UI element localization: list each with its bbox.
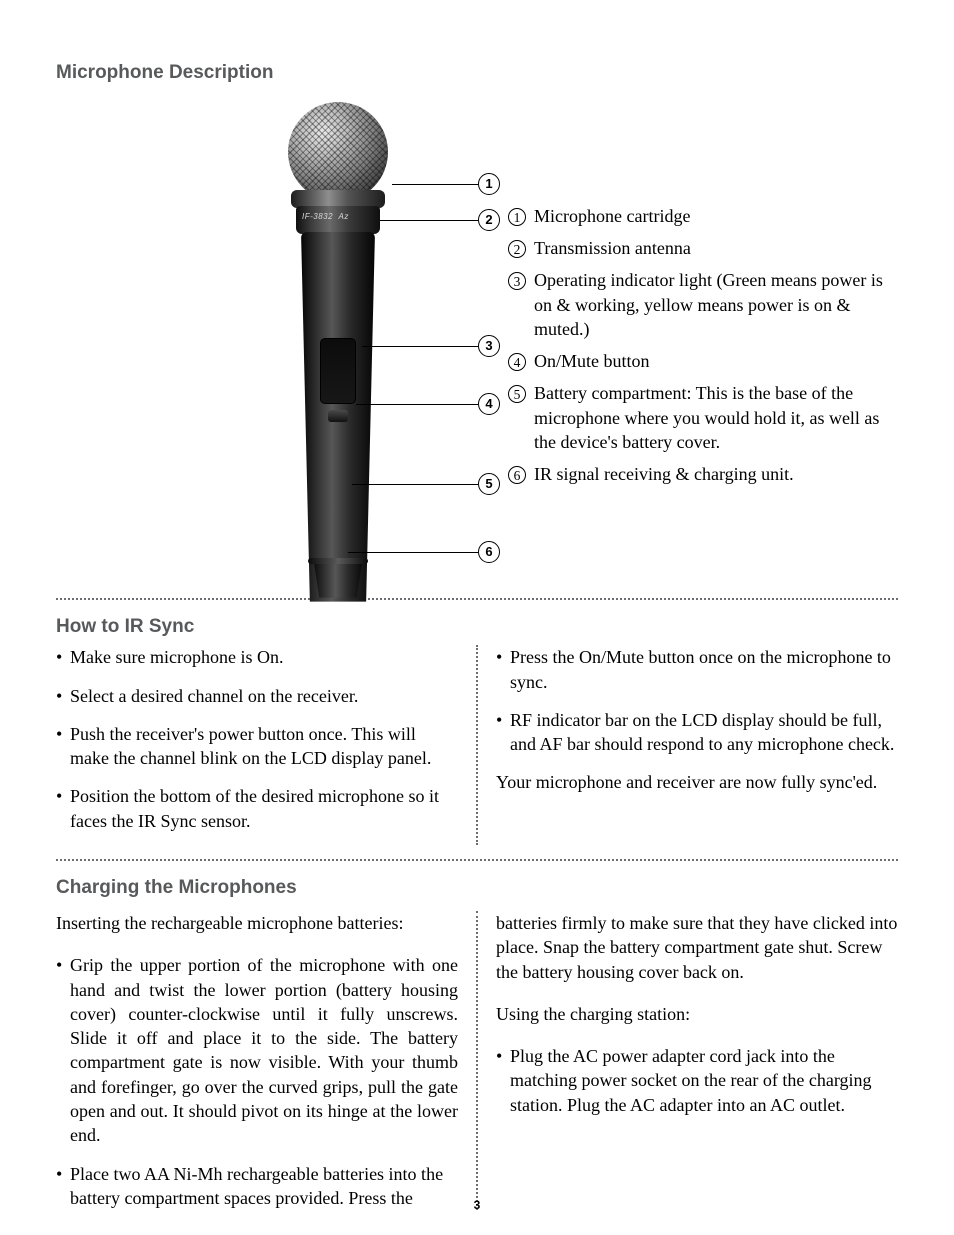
legend-number: 3 — [506, 268, 528, 341]
bullet-text: Select a desired channel on the receiver… — [70, 684, 458, 708]
legend-text: Operating indicator light (Green means p… — [528, 268, 898, 341]
closing-text: Your microphone and receiver are now ful… — [496, 770, 898, 794]
bullet-item: •Position the bottom of the desired micr… — [56, 784, 458, 833]
bullet-dot: • — [56, 1162, 70, 1211]
mic-diagram-column: IF-3832 Az 1 2 3 4 — [56, 92, 466, 592]
callout-line — [362, 346, 478, 347]
bullet-text: Grip the upper portion of the microphone… — [70, 953, 458, 1147]
legend-item: 4 On/Mute button — [506, 349, 898, 373]
callout-line — [348, 552, 478, 553]
heading-ir-sync: How to IR Sync — [56, 614, 898, 640]
callout-line — [356, 404, 478, 405]
legend-item: 6 IR signal receiving & charging unit. — [506, 462, 898, 486]
bullet-text: Plug the AC power adapter cord jack into… — [510, 1044, 898, 1117]
callout-number: 5 — [478, 473, 500, 495]
bullet-item: •Press the On/Mute button once on the mi… — [496, 645, 898, 694]
callout-number: 4 — [478, 393, 500, 415]
legend-item: 5 Battery compartment: This is the base … — [506, 381, 898, 454]
legend-item: 3 Operating indicator light (Green means… — [506, 268, 898, 341]
mic-grille — [288, 102, 388, 202]
legend-text: On/Mute button — [528, 349, 650, 373]
divider-dotted — [56, 859, 898, 861]
continuation-text: batteries firmly to make sure that they … — [496, 911, 898, 984]
legend-text: Battery compartment: This is the base of… — [528, 381, 898, 454]
callout-line — [352, 484, 478, 485]
bullet-item: •RF indicator bar on the LCD display sho… — [496, 708, 898, 757]
legend-text: Transmission antenna — [528, 236, 691, 260]
callout-number: 2 — [478, 209, 500, 231]
bullet-item: •Select a desired channel on the receive… — [56, 684, 458, 708]
bullet-item: •Push the receiver's power button once. … — [56, 722, 458, 771]
bullet-dot: • — [56, 645, 70, 669]
mic-screen — [320, 338, 356, 404]
callout-number: 6 — [478, 541, 500, 563]
callout-line — [392, 184, 478, 185]
callout-line — [380, 220, 478, 221]
charging-columns: Inserting the rechargeable microphone ba… — [56, 911, 898, 1210]
mic-ring — [308, 558, 368, 564]
divider-dotted — [56, 598, 898, 600]
legend-text: Microphone cartridge — [528, 204, 690, 228]
bullet-dot: • — [496, 708, 510, 757]
heading-mic-description: Microphone Description — [56, 60, 898, 86]
bullet-item: •Place two AA Ni-Mh rechargeable batteri… — [56, 1162, 458, 1211]
mic-description-row: IF-3832 Az 1 2 3 4 — [56, 92, 898, 592]
bullet-item: •Plug the AC power adapter cord jack int… — [496, 1044, 898, 1117]
mic-diagram: IF-3832 Az 1 2 3 4 — [56, 92, 466, 592]
legend-item: 1 Microphone cartridge — [506, 204, 898, 228]
bullet-text: Place two AA Ni-Mh rechargeable batterie… — [70, 1162, 458, 1211]
mic-model-label: IF-3832 Az — [302, 212, 349, 223]
intro-text: Inserting the rechargeable microphone ba… — [56, 911, 458, 935]
mic-band — [291, 190, 385, 208]
bullet-dot: • — [56, 953, 70, 1147]
callout-number: 3 — [478, 335, 500, 357]
page-number: 3 — [474, 1197, 481, 1213]
bullet-text: Push the receiver's power button once. T… — [70, 722, 458, 771]
mic-tip — [312, 564, 364, 598]
bullet-dot: • — [496, 1044, 510, 1117]
legend-number: 6 — [506, 462, 528, 486]
callout-number: 1 — [478, 173, 500, 195]
heading-charging: Charging the Microphones — [56, 875, 898, 901]
mic-legend: 1 Microphone cartridge 2 Transmission an… — [506, 92, 898, 592]
bullet-text: Make sure microphone is On. — [70, 645, 458, 669]
legend-number: 5 — [506, 381, 528, 454]
bullet-text: RF indicator bar on the LCD display shou… — [510, 708, 898, 757]
subheading-text: Using the charging station: — [496, 1002, 898, 1026]
ir-sync-right: •Press the On/Mute button once on the mi… — [478, 645, 898, 845]
ir-sync-columns: •Make sure microphone is On. •Select a d… — [56, 645, 898, 845]
legend-number: 2 — [506, 236, 528, 260]
charging-right: batteries firmly to make sure that they … — [478, 911, 898, 1210]
bullet-text: Position the bottom of the desired micro… — [70, 784, 458, 833]
bullet-dot: • — [56, 684, 70, 708]
legend-text: IR signal receiving & charging unit. — [528, 462, 794, 486]
mic-neck: IF-3832 Az — [296, 206, 380, 234]
mic-button — [328, 410, 348, 422]
charging-left: Inserting the rechargeable microphone ba… — [56, 911, 476, 1210]
legend-number: 1 — [506, 204, 528, 228]
bullet-dot: • — [56, 722, 70, 771]
ir-sync-left: •Make sure microphone is On. •Select a d… — [56, 645, 476, 845]
bullet-item: •Grip the upper portion of the microphon… — [56, 953, 458, 1147]
legend-number: 4 — [506, 349, 528, 373]
microphone-illustration: IF-3832 Az — [288, 102, 388, 202]
legend-item: 2 Transmission antenna — [506, 236, 898, 260]
bullet-dot: • — [56, 784, 70, 833]
bullet-dot: • — [496, 645, 510, 694]
bullet-item: •Make sure microphone is On. — [56, 645, 458, 669]
bullet-text: Press the On/Mute button once on the mic… — [510, 645, 898, 694]
